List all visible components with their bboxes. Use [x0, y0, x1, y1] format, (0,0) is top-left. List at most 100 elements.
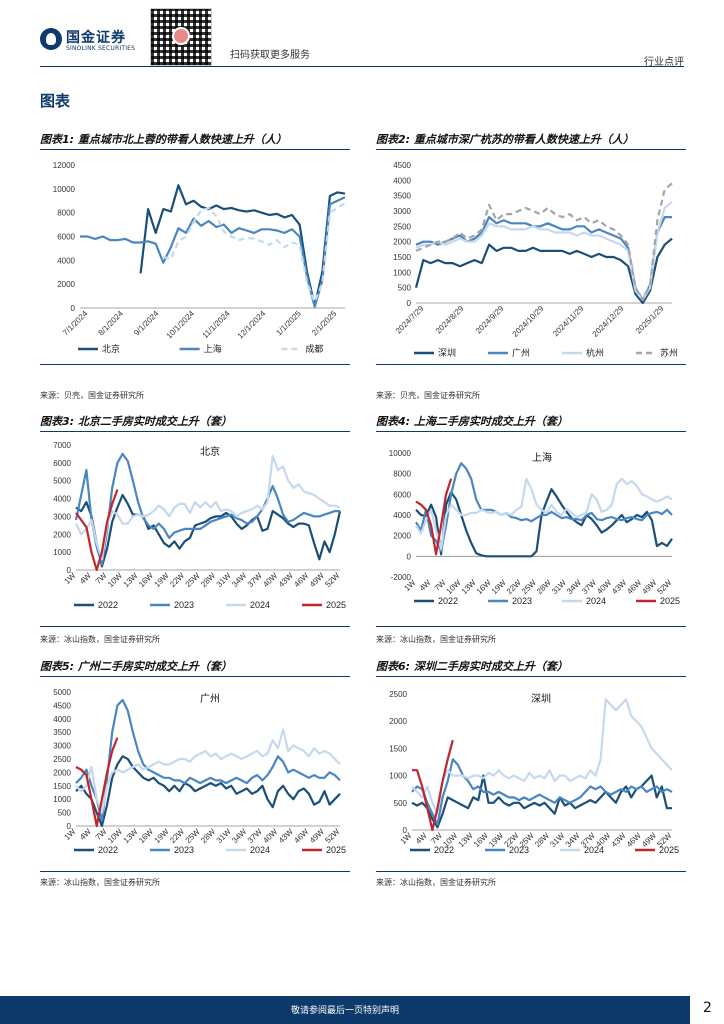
figure-source: 来源：冰山指数，国金证券研究所 [376, 878, 496, 887]
x-tick-label: 1W [63, 827, 78, 842]
y-tick-label: 6000 [393, 490, 411, 499]
y-tick-label: 3000 [53, 512, 71, 521]
x-tick-label: 31W [548, 831, 566, 849]
y-tick-label: 4500 [393, 161, 411, 170]
x-tick-label: 13W [122, 571, 140, 589]
figure-rule [40, 364, 350, 365]
figure-rule [376, 364, 686, 365]
x-tick-label: 52W [655, 578, 673, 596]
x-tick-label: 1W [399, 831, 414, 846]
header-divider [40, 66, 684, 67]
y-tick-label: 1000 [389, 772, 407, 781]
figure-source: 来源：冰山指数，国金证券研究所 [376, 635, 496, 644]
series-line-成都 [162, 202, 346, 304]
figure-rule [376, 676, 686, 677]
x-tick-label: 19W [153, 571, 171, 589]
x-tick-label: 46W [625, 578, 643, 596]
x-tick-label: 2/1/2025 [310, 309, 339, 338]
x-tick-label: 12/1/2024 [236, 309, 268, 341]
series-line-2022 [415, 488, 673, 558]
x-tick-label: 13W [122, 827, 140, 845]
y-tick-label: 10000 [389, 449, 412, 458]
x-tick-label: 28W [533, 831, 551, 849]
chart-city-label: 广州 [200, 693, 220, 705]
legend-label: 2024 [584, 845, 604, 855]
y-tick-label: 6000 [53, 459, 71, 468]
x-tick-label: 34W [230, 571, 248, 589]
x-tick-label: 2024/7/29 [394, 304, 426, 336]
sinolink-logo-icon [40, 28, 62, 50]
x-tick-label: 10W [106, 827, 124, 845]
figure-source: 来源：贝壳，国金证券研究所 [376, 391, 480, 400]
legend-label: 杭州 [586, 347, 604, 358]
y-tick-label: 1500 [389, 744, 407, 753]
series-line-2024 [411, 698, 673, 815]
figure-rule [40, 676, 350, 677]
x-tick-label: 43W [277, 571, 295, 589]
y-tick-label: 2000 [53, 768, 71, 777]
y-tick-label: 2000 [53, 530, 71, 539]
x-tick-label: 31W [215, 827, 233, 845]
y-tick-label: 2000 [389, 717, 407, 726]
x-tick-label: 4W [78, 827, 93, 842]
figure-title: 图表5: 广州二手房实时成交上升（套） [40, 660, 232, 673]
y-tick-label: 1500 [53, 782, 71, 791]
x-tick-label: 34W [230, 827, 248, 845]
figure-5: 图表5: 广州二手房实时成交上升（套） 0 500 1000 1500 2000 2500… [40, 658, 350, 888]
y-tick-label: 1000 [53, 548, 71, 557]
x-tick-label: 16W [472, 831, 490, 849]
y-tick-label: 12000 [53, 161, 76, 170]
x-tick-label: 34W [565, 578, 583, 596]
x-tick-label: 2024/8/29 [434, 304, 466, 336]
x-tick-label: 13W [457, 831, 475, 849]
figure-6: 图表6: 深圳二手房实时成交上升（套） 0 500 1000 1500 2000 2500… [376, 658, 686, 888]
series-line-上海 [80, 196, 346, 308]
figure-4: 图表4: 上海二手房实时成交上升（套） -2000 0 2000 4000 6000 80… [376, 413, 686, 644]
legend-label: 苏州 [660, 347, 678, 358]
legend-label: 2024 [250, 845, 270, 855]
y-tick-label: 500 [398, 284, 412, 293]
y-tick-label: 2500 [393, 222, 411, 231]
figure-rule [376, 626, 686, 627]
x-tick-label: 40W [261, 571, 279, 589]
figure-title: 图表3: 北京二手房实时成交上升（套） [40, 415, 232, 428]
legend-label: 2022 [434, 845, 454, 855]
legend-label: 上海 [204, 343, 222, 354]
x-tick-label: 4W [418, 578, 433, 593]
figure-source: 来源：冰山指数，国金证券研究所 [40, 635, 160, 644]
page-header: 国金证券 SINOLINK SECURITIES 扫码获取更多服务 行业点评 [0, 0, 724, 68]
figure-title: 图表6: 深圳二手房实时成交上升（套） [376, 660, 568, 673]
chart-1: 0 2000 4000 6000 8000 10000 12000 7/1/2024 8/1/2… [53, 161, 346, 354]
figure-rule [40, 431, 350, 432]
y-tick-label: 3500 [393, 192, 411, 201]
y-tick-label: 5000 [53, 688, 71, 697]
legend-label: 2022 [98, 845, 118, 855]
footer-disclaimer: 敬请参阅最后一页特别声明 [290, 1006, 399, 1016]
x-tick-label: 11/1/2024 [201, 309, 232, 340]
x-tick-label: 49W [308, 571, 326, 589]
x-tick-label: 9/1/2024 [132, 309, 161, 338]
x-tick-label: 1W [63, 571, 78, 586]
x-tick-label: 2024/11/29 [551, 304, 586, 339]
x-tick-label: 2025/1/29 [634, 304, 666, 336]
x-tick-label: 31W [215, 571, 233, 589]
x-tick-label: 13W [460, 578, 478, 596]
x-tick-label: 43W [610, 831, 628, 849]
x-tick-label: 2024/10/29 [511, 304, 546, 339]
x-tick-label: 37W [246, 571, 264, 589]
x-tick-label: 40W [595, 578, 613, 596]
figure-rule [376, 431, 686, 432]
x-tick-label: 25W [184, 571, 202, 589]
x-tick-label: 19W [487, 831, 505, 849]
figure-title: 图表4: 上海二手房实时成交上升（套） [376, 415, 568, 428]
y-tick-label: 4000 [393, 176, 411, 185]
y-tick-label: 4500 [53, 701, 71, 710]
x-tick-label: 10W [106, 571, 124, 589]
y-tick-label: -2000 [391, 573, 412, 582]
chart-city-label: 深圳 [531, 693, 551, 705]
x-tick-label: 46W [625, 831, 643, 849]
series-line-2024 [75, 728, 341, 814]
